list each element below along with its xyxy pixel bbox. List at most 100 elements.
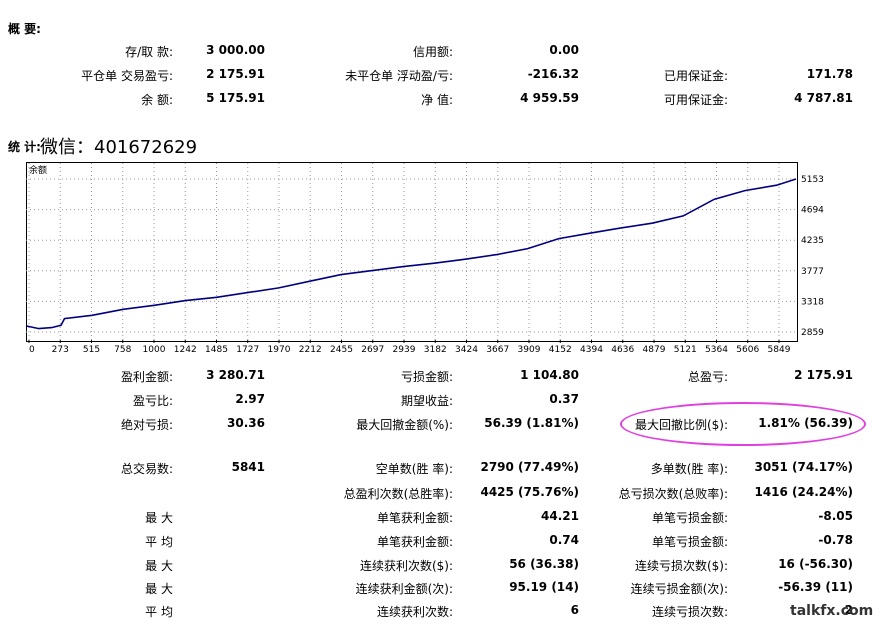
equity-value: 4 959.59 — [520, 91, 579, 105]
x-tick-label: 1000 — [143, 345, 166, 355]
stat-label: 最 大 — [145, 511, 173, 525]
stat-label: 连续获利次数($): — [359, 559, 453, 573]
x-tick-label: 2455 — [330, 345, 353, 355]
x-tick-label: 0 — [29, 345, 35, 355]
stat-label: 平 均 — [145, 605, 173, 619]
stat-value: 2 — [844, 603, 853, 617]
stat-label: 连续亏损次数: — [651, 605, 728, 619]
stat-label: 多单数(胜 率): — [650, 462, 728, 476]
stat-value: 95.19 (14) — [509, 580, 579, 594]
x-tick-label: 4636 — [611, 345, 634, 355]
stat-value: 5841 — [231, 460, 265, 474]
x-tick-label: 4879 — [643, 345, 666, 355]
stat-label: 单笔获利金额: — [376, 511, 453, 525]
stat-label: 平 均 — [145, 535, 173, 549]
balance-chart-svg: 5153 4694 4235 3777 3318 2859 0 273 515 758 1000 12… — [25, 163, 824, 355]
x-tick-label: 3909 — [518, 345, 541, 355]
stat-value: 0.37 — [549, 392, 579, 406]
stat-label: 绝对亏损: — [120, 418, 173, 432]
x-tick-label: 5121 — [674, 345, 697, 355]
y-tick-label: 5153 — [801, 175, 824, 185]
y-tick-label: 3318 — [801, 297, 824, 307]
stat-value: 0.74 — [549, 533, 579, 547]
stat-value: -56.39 (11) — [778, 580, 853, 594]
x-tick-label: 1242 — [174, 345, 197, 355]
credit-label: 信用额: — [412, 45, 453, 59]
summary-title: 概 要: — [8, 22, 41, 36]
used-margin-value: 171.78 — [806, 67, 853, 81]
stat-value: 30.36 — [227, 416, 265, 430]
stat-label: 连续获利次数: — [376, 605, 453, 619]
equity-label: 净 值: — [421, 93, 453, 107]
stat-label: 空单数(胜 率): — [375, 462, 453, 476]
x-tick-label: 3667 — [486, 345, 509, 355]
highlight-ellipse — [620, 402, 866, 446]
closed-pl-label: 平仓单 交易盈亏: — [81, 69, 173, 83]
stat-label: 亏损金额: — [400, 370, 453, 384]
free-margin-label: 可用保证金: — [663, 93, 728, 107]
chart-title: 余额 — [29, 164, 47, 176]
x-tick-label: 1485 — [205, 345, 228, 355]
stat-label: 期望收益: — [400, 394, 453, 408]
used-margin-label: 已用保证金: — [663, 69, 728, 83]
stat-value: 3051 (74.17%) — [754, 460, 853, 474]
y-tick-label: 3777 — [801, 267, 824, 277]
x-tick-label: 5606 — [736, 345, 759, 355]
x-tick-label: 758 — [114, 345, 131, 355]
x-tick-label: 1970 — [268, 345, 291, 355]
stat-value: 3 280.71 — [206, 368, 265, 382]
x-tick-label: 3424 — [455, 345, 478, 355]
deposit-label: 存/取 款: — [125, 45, 173, 59]
stat-value: 1416 (24.24%) — [754, 485, 853, 499]
watermark: talkfx.com — [790, 603, 874, 619]
stat-value: 2 175.91 — [794, 368, 853, 382]
free-margin-value: 4 787.81 — [794, 91, 853, 105]
stat-value: 56.39 (1.81%) — [484, 416, 579, 430]
stat-label: 最大回撤金额(%): — [356, 418, 453, 432]
stat-label: 单笔亏损金额: — [651, 535, 728, 549]
x-tick-label: 4394 — [580, 345, 603, 355]
stat-value: 56 (36.38) — [509, 557, 579, 571]
balance-value: 5 175.91 — [206, 91, 265, 105]
x-tick-label: 3182 — [424, 345, 447, 355]
floating-pl-label: 未平仓单 浮动盈/亏: — [345, 69, 453, 83]
stat-value: 6 — [570, 603, 579, 617]
wechat-overlay: 微信：401672629 — [40, 137, 198, 158]
x-tick-label: 2697 — [361, 345, 384, 355]
stat-label: 单笔获利金额: — [376, 535, 453, 549]
stats-title: 统 计: — [8, 140, 41, 154]
stat-value: 44.21 — [541, 509, 579, 523]
stat-label: 总盈亏: — [687, 370, 728, 384]
stat-value: 2790 (77.49%) — [480, 460, 579, 474]
stat-label: 总交易数: — [120, 462, 173, 476]
stat-label: 连续获利金额(次): — [355, 582, 453, 596]
x-tick-label: 273 — [52, 345, 69, 355]
x-tick-label: 515 — [83, 345, 100, 355]
floating-pl-value: -216.32 — [527, 67, 579, 81]
stat-label: 单笔亏损金额: — [651, 511, 728, 525]
closed-pl-value: 2 175.91 — [206, 67, 265, 81]
balance-chart — [26, 162, 798, 342]
stat-label: 盈亏比: — [132, 394, 173, 408]
stat-value: 1 104.80 — [520, 368, 579, 382]
stat-label: 总盈利次数(总胜率): — [343, 487, 453, 501]
stat-value: -8.05 — [818, 509, 853, 523]
stat-label: 连续亏损次数($): — [634, 559, 728, 573]
x-tick-label: 4152 — [549, 345, 572, 355]
deposit-value: 3 000.00 — [206, 43, 265, 57]
x-tick-label: 1727 — [236, 345, 259, 355]
stat-label: 最 大 — [145, 582, 173, 596]
balance-series-line — [25, 178, 797, 330]
stat-label: 总亏损次数(总败率): — [618, 487, 728, 501]
y-tick-label: 4235 — [801, 236, 824, 246]
y-tick-label: 2859 — [801, 328, 824, 338]
credit-value: 0.00 — [549, 43, 579, 57]
stat-label: 最 大 — [145, 559, 173, 573]
balance-label: 余 额: — [141, 93, 173, 107]
x-tick-label: 2939 — [393, 345, 416, 355]
stat-value: 2.97 — [235, 392, 265, 406]
x-tick-label: 5364 — [705, 345, 728, 355]
stat-label: 盈利金额: — [120, 370, 173, 384]
x-tick-label: 2212 — [299, 345, 322, 355]
stat-value: 4425 (75.76%) — [480, 485, 579, 499]
